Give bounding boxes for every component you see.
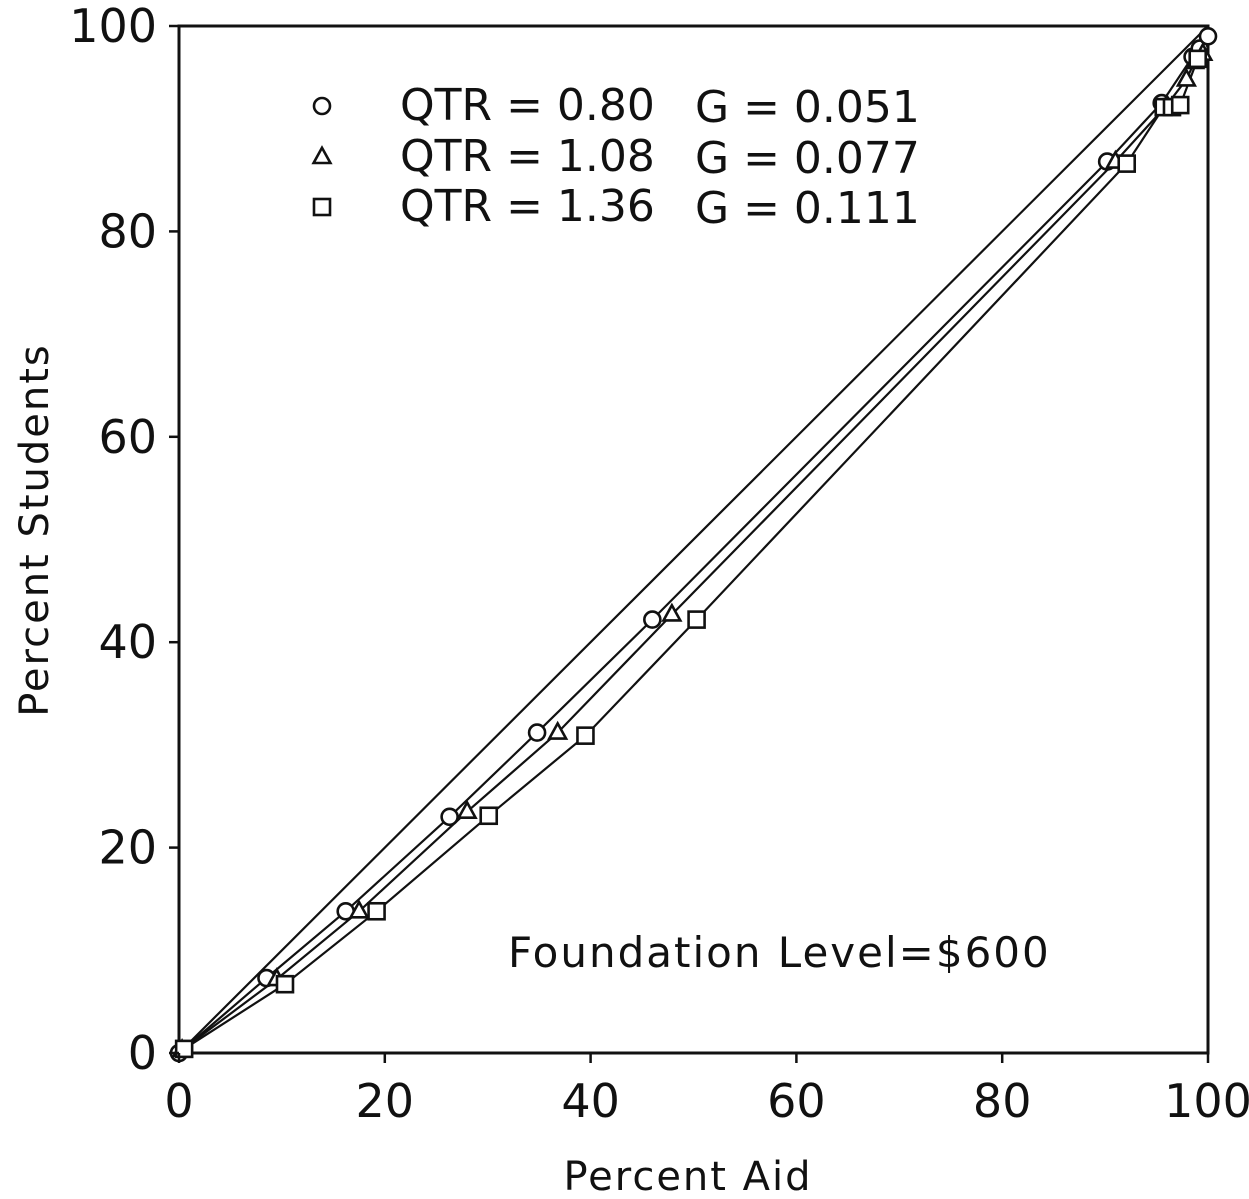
x-tick-label: 60: [767, 1074, 826, 1128]
x-tick-label: 20: [356, 1074, 415, 1128]
data-point-square: [1170, 95, 1190, 115]
legend-gini-label: G = 0.077: [695, 133, 920, 184]
series-line-3: [183, 58, 1199, 1050]
legend-series-label: QTR = 1.36: [400, 181, 655, 232]
data-point-triangle: [348, 899, 370, 919]
x-tick-label: 0: [164, 1074, 193, 1128]
curve-layer: [178, 25, 1209, 1054]
data-point-triangle: [547, 720, 569, 740]
data-point-circle: [1198, 26, 1218, 46]
data-point-square: [576, 726, 595, 745]
x-tick-label: 100: [1164, 1074, 1249, 1128]
data-point-circle: [440, 807, 459, 827]
y-tick-label: 0: [128, 1026, 157, 1080]
plot-frame: [177, 24, 1210, 1055]
legend-gini-label: G = 0.051: [695, 82, 920, 133]
y-tick-label: 100: [69, 0, 157, 53]
y-axis-title: Percent Students: [12, 343, 58, 717]
y-tick-label: 60: [98, 410, 157, 464]
x-tick-label: 80: [973, 1074, 1032, 1128]
data-point-square: [687, 610, 706, 629]
data-point-triangle: [456, 799, 478, 819]
data-point-circle: [527, 723, 547, 742]
legend-marker-triangle: [311, 145, 333, 165]
marker-layer: [169, 26, 1218, 1063]
data-point-circle: [643, 610, 662, 629]
data-point-triangle: [661, 602, 683, 622]
y-tick-label: 80: [98, 204, 157, 258]
y-tick-label: 20: [98, 821, 157, 875]
data-point-square: [275, 974, 295, 994]
series-line-2: [181, 52, 1204, 1051]
x-axis-title: Percent Aid: [563, 1154, 812, 1199]
legend-series-label: QTR = 1.08: [400, 131, 655, 182]
legend-marker-circle: [312, 96, 332, 116]
legend-marker-square: [312, 197, 332, 217]
data-point-square: [367, 901, 386, 921]
legend: QTR = 0.80 G = 0.051 QTR = 1.08 G = 0.077 QT…: [311, 80, 920, 234]
legend-gini-label: G = 0.111: [695, 183, 920, 234]
legend-series-label: QTR = 0.80: [400, 80, 655, 131]
data-point-square: [174, 1039, 194, 1059]
y-tick-label: 40: [98, 615, 157, 669]
data-point-triangle: [1175, 67, 1197, 87]
x-axis-ticks: 0 20 40 60 80 100: [164, 1053, 1249, 1128]
x-tick-label: 40: [561, 1074, 620, 1128]
data-point-square: [1117, 154, 1137, 173]
foundation-level-annotation: Foundation Level=$600: [508, 928, 1051, 977]
y-axis-ticks: 0 20 40 60 80 100: [69, 0, 179, 1080]
data-point-square: [479, 806, 499, 826]
data-point-square: [1188, 49, 1208, 69]
equality-line: [178, 25, 1209, 1054]
